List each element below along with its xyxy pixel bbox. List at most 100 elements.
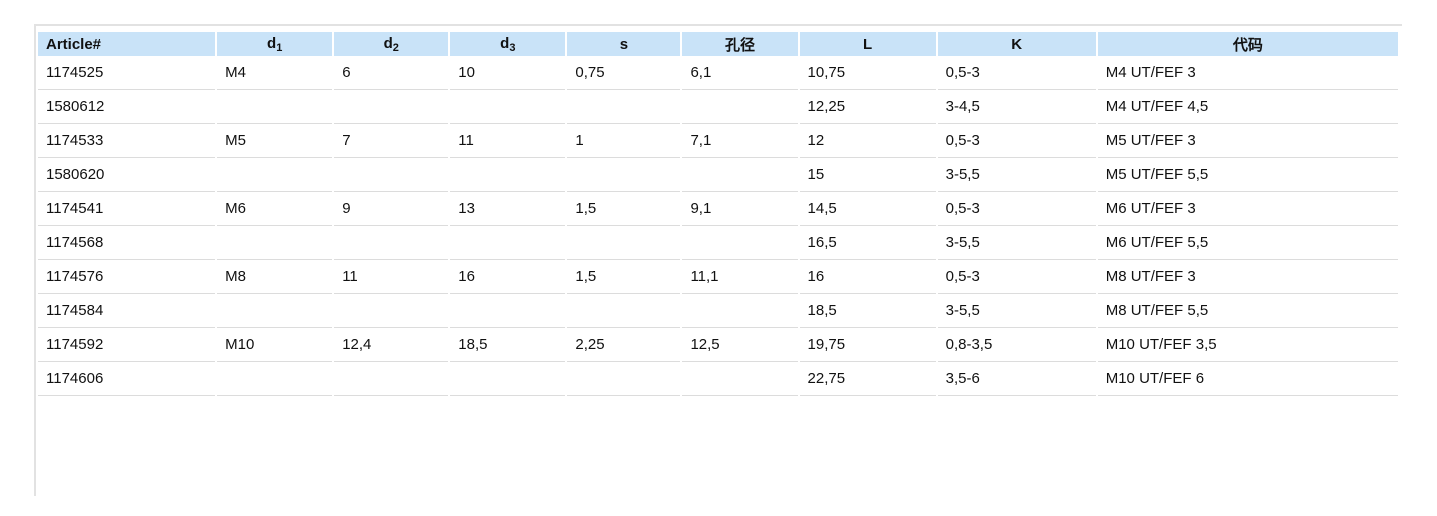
table-cell	[217, 296, 333, 328]
table-cell: 0,75	[567, 58, 681, 90]
table-cell: 1174576	[38, 262, 216, 294]
table-cell: 6	[334, 58, 449, 90]
header-text: d	[500, 34, 510, 52]
header-cell: d3	[450, 32, 566, 56]
table-cell: 12	[799, 126, 936, 158]
table-row: 1174568 16,5 3-5,5 M6 UT/FEF 5,5	[38, 228, 1398, 260]
table-cell	[450, 296, 566, 328]
table-cell	[217, 228, 333, 260]
table-cell: 16,5	[799, 228, 936, 260]
table-cell: 1,5	[567, 194, 681, 226]
table-cell	[682, 296, 798, 328]
header-cell: 孔径	[682, 32, 798, 56]
table-cell: 1174584	[38, 296, 216, 328]
table-cell	[334, 296, 449, 328]
table-cell: 11	[334, 262, 449, 294]
table-cell	[567, 92, 681, 124]
table-cell: 12,4	[334, 330, 449, 362]
table-cell: 18,5	[799, 296, 936, 328]
header-cell: 代码	[1097, 32, 1398, 56]
header-subscript: 1	[276, 41, 283, 54]
table-cell: 10,75	[799, 58, 936, 90]
table-cell: 0,8-3,5	[937, 330, 1096, 362]
table-cell: 1580612	[38, 92, 216, 124]
table-cell: M10 UT/FEF 6	[1097, 364, 1398, 396]
table-cell: M8 UT/FEF 5,5	[1097, 296, 1398, 328]
table-cell: M6 UT/FEF 3	[1097, 194, 1398, 226]
table-cell: 19,75	[799, 330, 936, 362]
table-row: 1174541 M6 9 13 1,5 9,1 14,5 0,5-3 M6 UT/FEF 3	[38, 194, 1398, 226]
table-cell: 11,1	[682, 262, 798, 294]
table-cell: M4 UT/FEF 4,5	[1097, 92, 1398, 124]
table-cell: M5 UT/FEF 3	[1097, 126, 1398, 158]
table-cell: 7,1	[682, 126, 798, 158]
table-row: 1174606 22,75 3,5-6 M10 UT/FEF 6	[38, 364, 1398, 396]
table-cell: 1174568	[38, 228, 216, 260]
table-body: 1174525 M4 6 10 0,75 6,1 10,75 0,5-3 M4 UT/FEF 3…	[38, 58, 1398, 396]
table-cell	[682, 160, 798, 192]
table-cell: 12,25	[799, 92, 936, 124]
header-cell: d2	[334, 32, 449, 56]
table-cell: 1174533	[38, 126, 216, 158]
table-row: 1580620 15 3-5,5 M5 UT/FEF 5,5	[38, 160, 1398, 192]
table-cell	[567, 364, 681, 396]
page: Article# d1 d2 d3 s 孔径 L K 代码 1174525 M4 6 10 0,75 6,…	[34, 24, 1402, 496]
table-row: 1174533 M5 7 11 1 7,1 12 0,5-3 M5 UT/FEF 3	[38, 126, 1398, 158]
table-cell	[217, 92, 333, 124]
table-cell: 0,5-3	[937, 126, 1096, 158]
table-cell: 13	[450, 194, 566, 226]
table-cell	[334, 364, 449, 396]
header-subscript: 2	[392, 41, 399, 54]
table-cell: M6 UT/FEF 5,5	[1097, 228, 1398, 260]
header-cell: Article#	[38, 32, 216, 56]
table-cell: 3-5,5	[937, 228, 1096, 260]
table-cell: 3,5-6	[937, 364, 1096, 396]
header-cell: d1	[217, 32, 333, 56]
table-cell	[567, 228, 681, 260]
table-cell	[450, 364, 566, 396]
table-cell: 1,5	[567, 262, 681, 294]
table-cell: 9	[334, 194, 449, 226]
article-table: Article# d1 d2 d3 s 孔径 L K 代码 1174525 M4 6 10 0,75 6,…	[36, 30, 1400, 398]
table-cell	[682, 92, 798, 124]
table-cell	[682, 228, 798, 260]
table-cell	[450, 228, 566, 260]
table-row: 1174525 M4 6 10 0,75 6,1 10,75 0,5-3 M4 UT/FEF 3	[38, 58, 1398, 90]
table-cell: M8	[217, 262, 333, 294]
table-cell: M6	[217, 194, 333, 226]
table-cell: M4 UT/FEF 3	[1097, 58, 1398, 90]
header-row: Article# d1 d2 d3 s 孔径 L K 代码	[38, 32, 1398, 56]
table-cell: M8 UT/FEF 3	[1097, 262, 1398, 294]
table-cell: 1174606	[38, 364, 216, 396]
table-cell: 1174592	[38, 330, 216, 362]
table-cell	[334, 228, 449, 260]
header-subscript: 3	[509, 41, 516, 54]
table-cell	[450, 92, 566, 124]
table-cell: 14,5	[799, 194, 936, 226]
table-cell: 2,25	[567, 330, 681, 362]
table-cell: 1174541	[38, 194, 216, 226]
table-cell: 3-5,5	[937, 296, 1096, 328]
header-cell: L	[799, 32, 936, 56]
table-cell: M4	[217, 58, 333, 90]
table-cell: 3-4,5	[937, 92, 1096, 124]
table-cell	[217, 160, 333, 192]
table-cell: 0,5-3	[937, 194, 1096, 226]
table-cell: 12,5	[682, 330, 798, 362]
table-cell: 16	[799, 262, 936, 294]
table-cell: 7	[334, 126, 449, 158]
table-cell	[217, 364, 333, 396]
table-cell	[334, 160, 449, 192]
header-cell: K	[937, 32, 1096, 56]
table-row: 1580612 12,25 3-4,5 M4 UT/FEF 4,5	[38, 92, 1398, 124]
table-cell	[450, 160, 566, 192]
table-cell: 10	[450, 58, 566, 90]
table-cell: 0,5-3	[937, 58, 1096, 90]
table-cell	[334, 92, 449, 124]
header-cell: s	[567, 32, 681, 56]
table-cell	[567, 160, 681, 192]
table-cell: 9,1	[682, 194, 798, 226]
table-cell: 0,5-3	[937, 262, 1096, 294]
table-cell: 6,1	[682, 58, 798, 90]
table-cell: 1580620	[38, 160, 216, 192]
